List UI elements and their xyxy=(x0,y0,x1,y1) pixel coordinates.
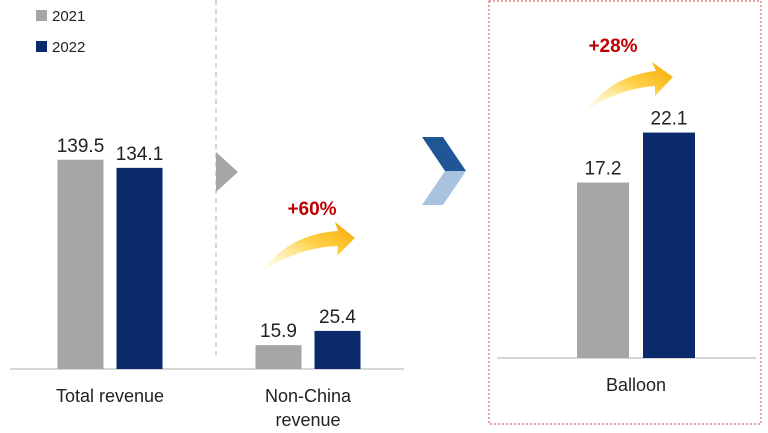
balloon-category-labels: Balloon xyxy=(606,375,666,395)
value-label-total-revenue-2021: 139.5 xyxy=(57,136,105,157)
balloon-value-labels: 17.2 22.1 xyxy=(585,109,688,180)
category-label-line: revenue xyxy=(275,410,340,430)
value-label-non-china-revenue-2022: 25.4 xyxy=(319,307,356,328)
bar-total-revenue-2021 xyxy=(57,159,104,369)
growth-label-non-china: +60% xyxy=(287,199,336,220)
legend-swatch-2022 xyxy=(36,41,47,52)
growth-arrow-icon xyxy=(585,62,673,111)
chevron-right-icon xyxy=(422,137,466,205)
legend-swatch-2021 xyxy=(36,10,47,21)
growth-arrow-non-china: +60% xyxy=(262,199,355,271)
growth-arrow-icon xyxy=(262,222,355,271)
bar-non-china-revenue-2021 xyxy=(255,345,302,369)
value-label-balloon-2021: 17.2 xyxy=(585,159,622,180)
left-value-labels: 139.5 134.1 15.9 25.4 xyxy=(57,136,357,342)
bar-total-revenue-2022 xyxy=(116,167,163,369)
balloon-bars xyxy=(577,132,695,358)
bar-balloon-2021 xyxy=(577,182,629,358)
legend-label-2022: 2022 xyxy=(52,39,85,56)
bar-balloon-2022 xyxy=(643,132,695,358)
category-label-non-china-revenue: Non-China revenue xyxy=(265,386,352,430)
growth-label-balloon: +28% xyxy=(588,36,637,57)
left-category-labels: Total revenue Non-China revenue xyxy=(56,386,352,430)
left-bar-chart: 139.5 134.1 15.9 25.4 Total revenue Non-Chin… xyxy=(10,136,404,430)
value-label-non-china-revenue-2021: 15.9 xyxy=(260,321,297,342)
bar-non-china-revenue-2022 xyxy=(314,330,361,369)
triangle-arrow-icon xyxy=(216,152,238,192)
category-label-line: Total revenue xyxy=(56,386,164,406)
category-label-total-revenue: Total revenue xyxy=(56,386,164,406)
growth-arrow-balloon: +28% xyxy=(585,36,673,111)
category-label-line: Balloon xyxy=(606,375,666,395)
value-label-balloon-2022: 22.1 xyxy=(651,109,688,130)
highlight-box xyxy=(488,0,762,425)
category-label-balloon: Balloon xyxy=(606,375,666,395)
left-bars xyxy=(57,159,361,369)
balloon-bar-chart: 17.2 22.1 Balloon +28% xyxy=(497,36,756,395)
value-label-total-revenue-2022: 134.1 xyxy=(116,144,164,165)
legend-label-2021: 2021 xyxy=(52,8,85,25)
legend: 2021 2022 xyxy=(36,8,85,56)
category-label-line: Non-China xyxy=(265,386,352,406)
